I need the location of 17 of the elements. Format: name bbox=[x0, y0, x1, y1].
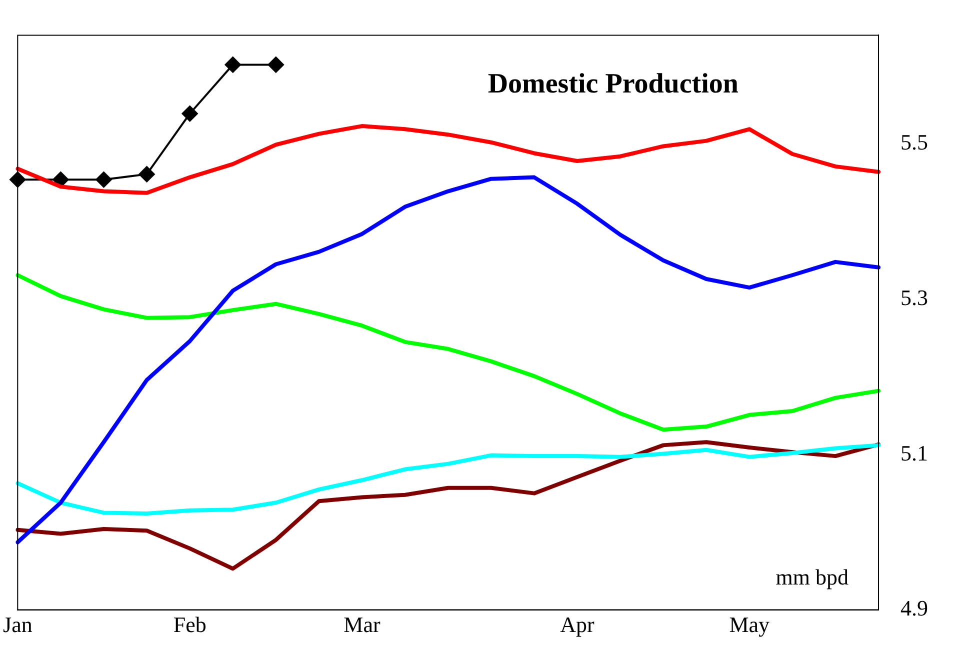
point bbox=[182, 106, 198, 122]
text: Domestic Production bbox=[488, 68, 739, 100]
y-tick-label: 5.1 bbox=[900, 440, 928, 466]
y-tick-label: 5.5 bbox=[900, 130, 928, 155]
point bbox=[268, 56, 284, 73]
point bbox=[224, 56, 241, 73]
x-tick-label: Jan bbox=[3, 612, 32, 637]
x-tick-label: Feb bbox=[173, 612, 206, 637]
y-tick-label: 5.3 bbox=[900, 284, 928, 310]
point bbox=[10, 172, 26, 188]
annotation: mm bpd bbox=[776, 564, 848, 590]
point bbox=[96, 172, 112, 188]
x-tick-label: May bbox=[729, 612, 770, 637]
point bbox=[138, 166, 155, 182]
x-tick-label: Mar bbox=[344, 612, 381, 637]
x-tick-label: Apr bbox=[560, 612, 595, 637]
y-tick-label: 4.9 bbox=[900, 596, 928, 621]
